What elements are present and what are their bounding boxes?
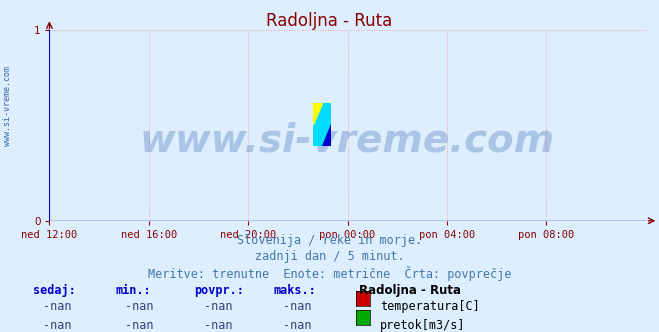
Text: maks.:: maks.: [273,284,316,297]
Polygon shape [313,103,331,146]
Text: -nan: -nan [283,300,312,313]
Text: www.si-vreme.com: www.si-vreme.com [140,122,556,160]
Text: -nan: -nan [43,300,71,313]
Text: Meritve: trenutne  Enote: metrične  Črta: povprečje: Meritve: trenutne Enote: metrične Črta: … [148,266,511,281]
Polygon shape [313,103,322,124]
Text: sedaj:: sedaj: [33,284,76,297]
Text: Radoljna - Ruta: Radoljna - Ruta [266,12,393,30]
Text: -nan: -nan [125,300,154,313]
Text: min.:: min.: [115,284,151,297]
Text: -nan: -nan [125,319,154,332]
Text: www.si-vreme.com: www.si-vreme.com [3,66,13,146]
Text: zadnji dan / 5 minut.: zadnji dan / 5 minut. [254,250,405,263]
Text: povpr.:: povpr.: [194,284,244,297]
Text: -nan: -nan [283,319,312,332]
Text: -nan: -nan [43,319,71,332]
Text: temperatura[C]: temperatura[C] [380,300,480,313]
Text: pretok[m3/s]: pretok[m3/s] [380,319,466,332]
Text: -nan: -nan [204,300,233,313]
Text: Radoljna - Ruta: Radoljna - Ruta [359,284,461,297]
Text: -nan: -nan [204,319,233,332]
Polygon shape [322,124,331,146]
Text: Slovenija / reke in morje.: Slovenija / reke in morje. [237,234,422,247]
